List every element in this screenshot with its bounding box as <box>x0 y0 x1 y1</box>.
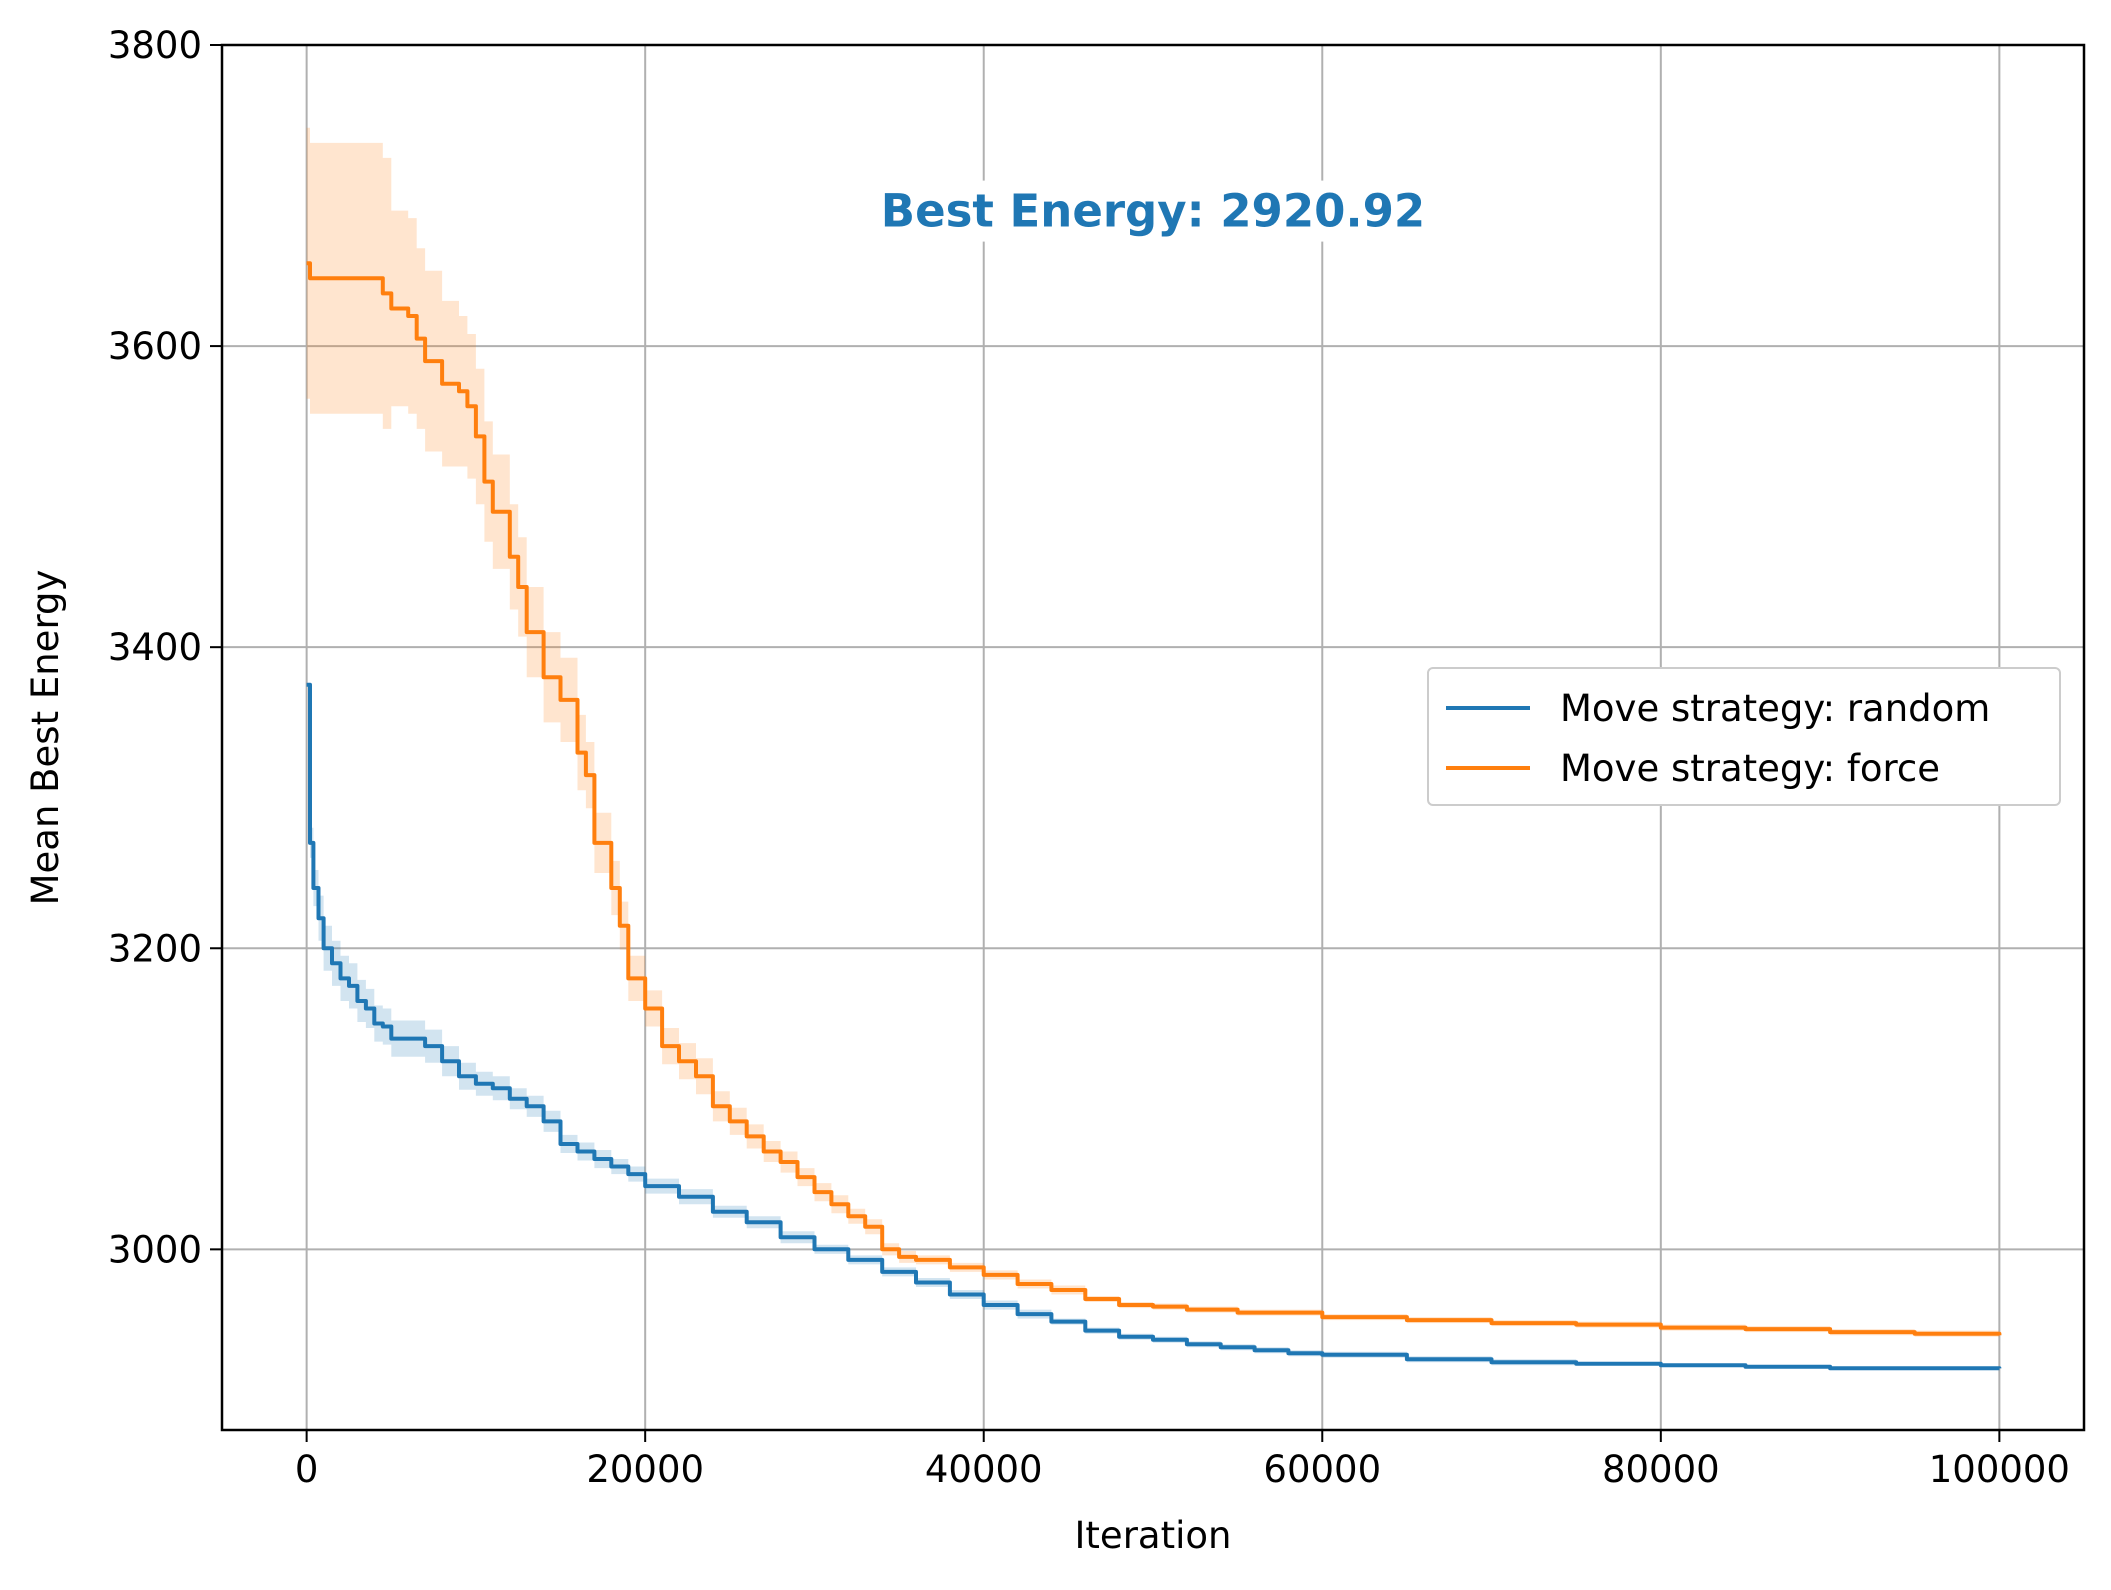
x-tick-label: 100000 <box>1929 1448 2070 1491</box>
y-tick-label: 3000 <box>108 1228 202 1271</box>
x-tick-label: 80000 <box>1602 1448 1720 1491</box>
series-line-random <box>306 682 2002 1371</box>
series-line-force <box>306 261 2002 1336</box>
x-axis-label: Iteration <box>1075 1514 1232 1557</box>
annotation-background <box>874 180 1432 242</box>
axis-ticks: 0 20000 40000 60000 80000 100000 3000 3200 3400 3… <box>108 24 2070 1491</box>
y-tick-label: 3600 <box>108 325 202 368</box>
x-tick-label: 20000 <box>586 1448 704 1491</box>
x-tick-label: 40000 <box>925 1448 1043 1491</box>
series-lines <box>306 261 2002 1371</box>
best-energy-annotation: Best Energy: 2920.92 <box>881 185 1425 238</box>
y-tick-label: 3400 <box>108 626 202 669</box>
y-axis-label: Mean Best Energy <box>24 570 67 906</box>
annotation-group: Best Energy: 2920.92 <box>874 180 1432 242</box>
y-tick-label: 3200 <box>108 927 202 970</box>
y-tick-label: 3800 <box>108 24 202 67</box>
x-tick-label: 0 <box>295 1448 319 1491</box>
legend-box <box>1427 667 2061 806</box>
x-tick-label: 60000 <box>1263 1448 1381 1491</box>
legend: Move strategy: random Move strategy: for… <box>1427 667 2061 806</box>
axes-frame <box>220 43 2086 1432</box>
legend-label-random: Move strategy: random <box>1560 687 1990 730</box>
legend-label-force: Move strategy: force <box>1560 747 1940 790</box>
